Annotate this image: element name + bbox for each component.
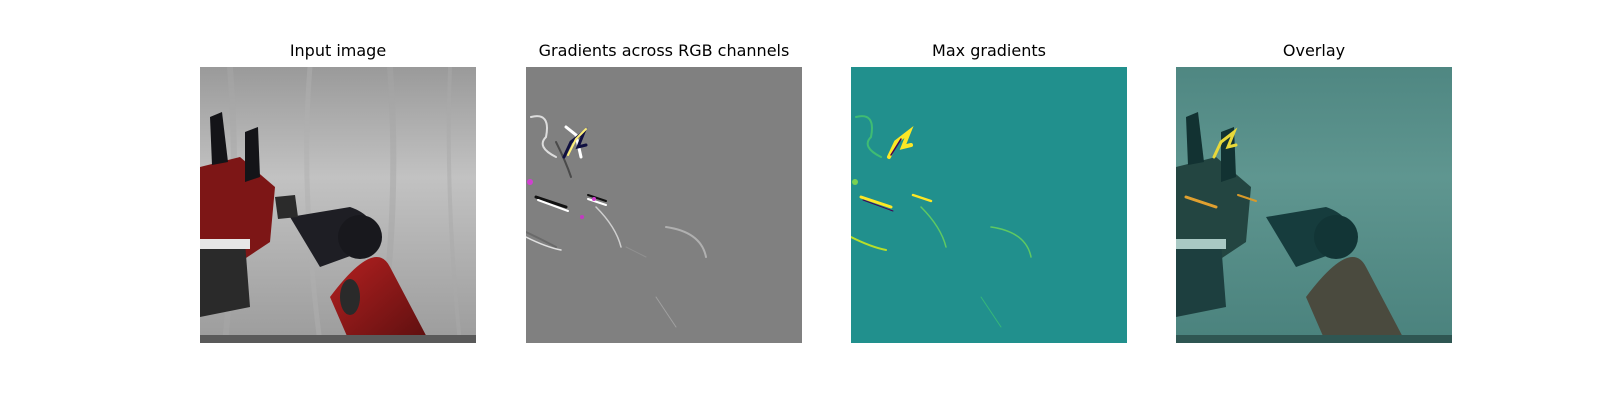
panel-title: Gradients across RGB channels [538, 41, 790, 60]
gradients-rgb-image [526, 67, 802, 343]
panel-max-gradients: Max gradients [851, 38, 1127, 343]
panel-gradients-rgb: Gradients across RGB channels [526, 38, 802, 343]
panel-title: Input image [289, 41, 387, 60]
panel-input-image: Input image [200, 38, 476, 343]
panel-title: Max gradients [932, 41, 1046, 60]
input-image [200, 67, 476, 343]
panel-title: Overlay [1282, 41, 1346, 60]
overlay-image [1176, 67, 1452, 343]
max-gradients-image [851, 67, 1127, 343]
panel-overlay: Overlay [1176, 38, 1452, 343]
